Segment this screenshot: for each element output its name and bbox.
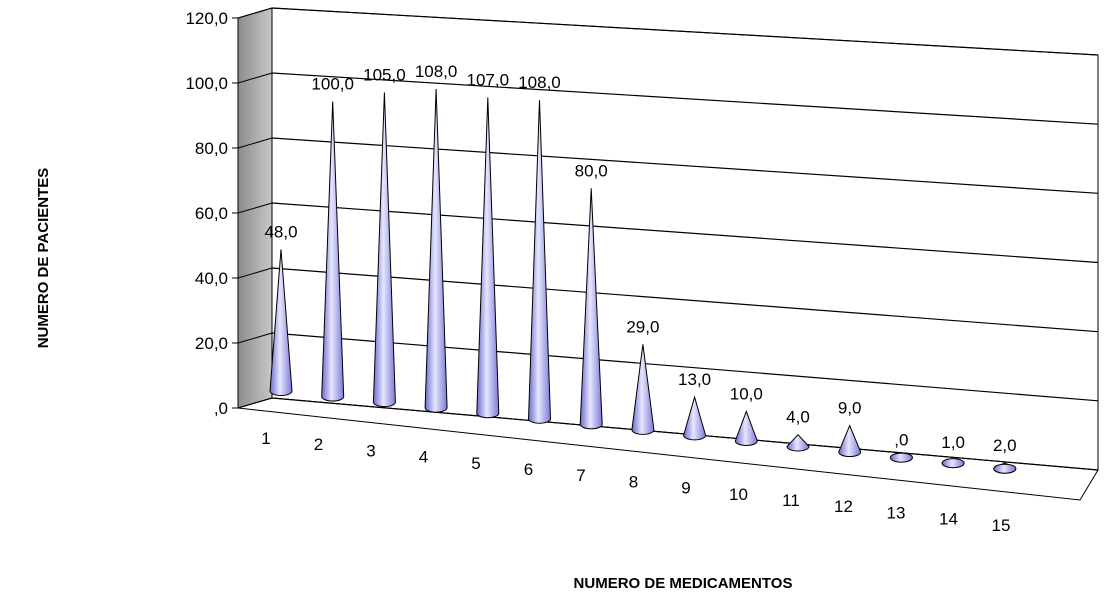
data-label: 4,0	[786, 408, 810, 427]
y-tick-label: 60,0	[195, 204, 228, 223]
x-tick-label: 13	[887, 503, 906, 522]
x-tick-label: 3	[366, 441, 375, 460]
x-tick-label: 4	[419, 448, 428, 467]
x-tick-label: 12	[834, 497, 853, 516]
data-label: 9,0	[838, 399, 862, 418]
data-label: 100,0	[311, 75, 354, 94]
data-label: 29,0	[626, 317, 659, 336]
data-label: 10,0	[730, 384, 763, 403]
x-tick-label: 1	[261, 429, 270, 448]
x-tick-label: 9	[681, 479, 690, 498]
y-tick-label: 80,0	[195, 139, 228, 158]
x-tick-label: 14	[939, 510, 958, 529]
x-tick-label: 10	[729, 485, 748, 504]
data-label: 105,0	[363, 65, 406, 84]
data-label: 2,0	[993, 436, 1017, 455]
data-label: ,0	[894, 431, 908, 450]
x-tick-label: 2	[314, 435, 323, 454]
data-label: 1,0	[941, 433, 965, 452]
cone-base	[994, 464, 1016, 473]
y-tick-label: 120,0	[185, 9, 228, 28]
y-axis-title: NUMERO DE PACIENTES	[35, 168, 52, 349]
x-tick-label: 5	[471, 454, 480, 473]
x-tick-label: 11	[782, 491, 800, 510]
x-axis-title: NUMERO DE MEDICAMENTOS	[574, 575, 793, 592]
data-label: 13,0	[678, 370, 711, 389]
x-tick-label: 7	[576, 466, 585, 485]
cone-base	[890, 453, 912, 462]
y-tick-label: ,0	[214, 399, 228, 418]
data-label: 108,0	[518, 73, 561, 92]
x-tick-label: 8	[629, 472, 638, 491]
x-tick-label: 15	[992, 516, 1011, 535]
y-tick-label: 40,0	[195, 269, 228, 288]
data-label: 80,0	[575, 161, 608, 180]
x-tick-label: 6	[524, 460, 533, 479]
data-label: 108,0	[415, 62, 458, 81]
y-tick-label: 100,0	[185, 74, 228, 93]
cone-base	[942, 459, 964, 468]
data-label: 48,0	[264, 222, 297, 241]
data-label: 107,0	[467, 71, 510, 90]
y-tick-label: 20,0	[195, 334, 228, 353]
